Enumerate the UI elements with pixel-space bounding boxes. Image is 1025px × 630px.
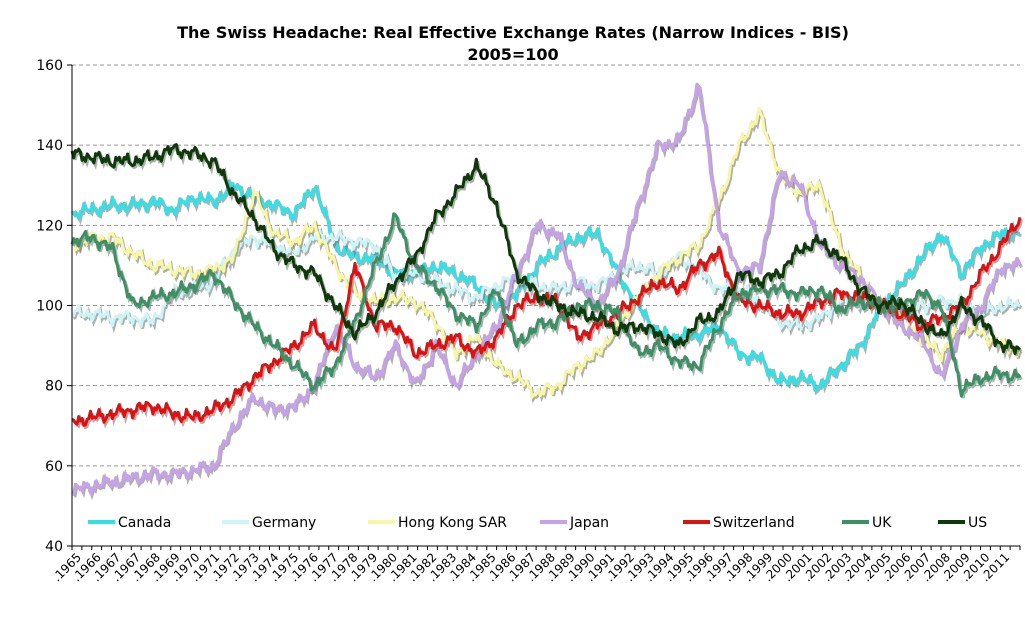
y-tick-label: 120 bbox=[36, 218, 63, 234]
series-lines bbox=[70, 82, 1023, 501]
series-line-uk bbox=[70, 212, 1022, 398]
legend-label: Canada bbox=[118, 515, 171, 531]
y-tick-label: 60 bbox=[45, 459, 63, 475]
series-line-hong-kong-sar bbox=[70, 106, 1021, 399]
axes bbox=[67, 64, 1021, 550]
chart-subtitle: 2005=100 bbox=[467, 45, 558, 64]
series-line-switzerland bbox=[71, 216, 1022, 427]
legend-label: Switzerland bbox=[713, 515, 795, 531]
y-tick-label: 80 bbox=[45, 379, 63, 395]
series-line-us bbox=[70, 143, 1022, 355]
legend-label: Germany bbox=[252, 515, 316, 531]
series-line-canada bbox=[70, 179, 1020, 392]
legend-label: Hong Kong SAR bbox=[398, 515, 507, 531]
chart-title: The Swiss Headache: Real Effective Excha… bbox=[177, 23, 849, 42]
legend-label: Japan bbox=[569, 515, 609, 531]
legend-label: UK bbox=[872, 515, 892, 531]
y-tick-label: 40 bbox=[45, 539, 63, 555]
y-axis-ticks: 40 60 80 100 120 140 160 bbox=[36, 58, 63, 555]
legend: Canada Germany Hong Kong SAR Japan Switzerla… bbox=[88, 515, 987, 531]
x-axis-ticks: .1965.1966.1967.1967.1968.1969.1970.1971… bbox=[50, 550, 1012, 584]
y-tick-label: 140 bbox=[36, 138, 63, 154]
y-tick-label: 160 bbox=[36, 58, 63, 74]
y-tick-label: 100 bbox=[36, 299, 63, 315]
legend-label: US bbox=[968, 515, 987, 531]
series-line-japan bbox=[71, 82, 1022, 495]
